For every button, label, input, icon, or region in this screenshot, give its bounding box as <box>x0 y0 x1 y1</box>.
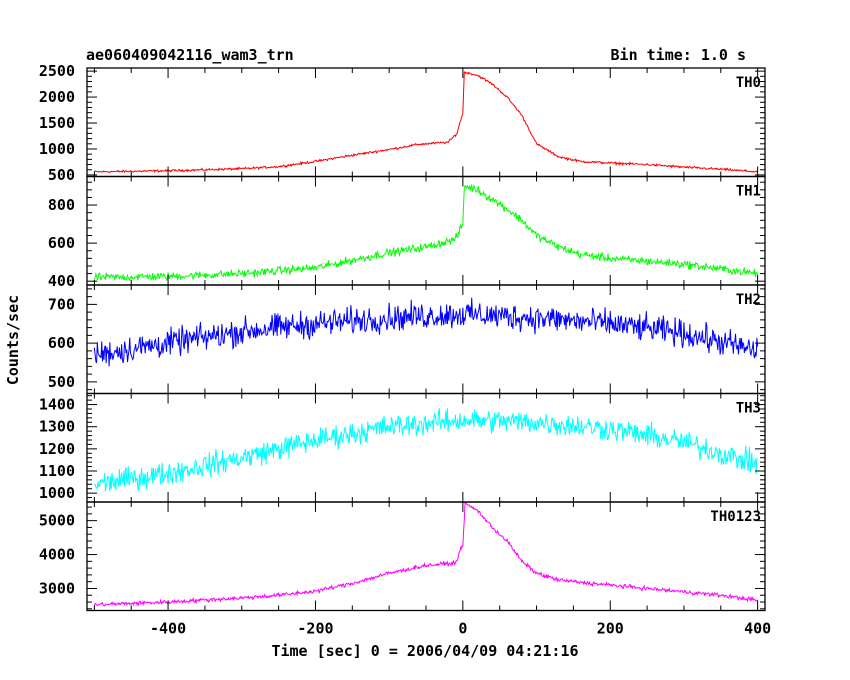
y-axis-label: Counts/sec <box>4 295 22 385</box>
y-tick-label: 2500 <box>39 62 75 80</box>
y-tick-label: 3000 <box>39 579 75 597</box>
y-tick-label: 1200 <box>39 440 75 458</box>
panel-frame <box>86 175 766 286</box>
panel-label: TH0 <box>736 75 761 91</box>
y-tick-label: 1500 <box>39 114 75 132</box>
x-tick-label: -200 <box>297 620 333 638</box>
chart-title: ae060409042116_wam3_trn <box>86 46 294 64</box>
panel-frame <box>86 67 766 178</box>
series-th2-line <box>93 297 759 367</box>
bin-time-label: Bin time: 1.0 s <box>611 46 746 64</box>
y-tick-label: 600 <box>48 234 75 252</box>
y-tick-label: 1400 <box>39 396 75 414</box>
x-tick-label: 0 <box>458 620 467 638</box>
y-tick-label: 1000 <box>39 484 75 502</box>
series-th0-line <box>93 71 759 174</box>
panel-frame <box>86 501 766 612</box>
panel-th0: TH0 500 1000 1500 2000 2500 <box>39 62 766 184</box>
panels-group: TH05001000150020002500TH1400600800TH2500… <box>39 62 771 637</box>
series-th1-line <box>93 183 759 282</box>
y-tick-label: 2000 <box>39 88 75 106</box>
y-tick-label: 1100 <box>39 462 75 480</box>
panel-label: TH2 <box>736 292 761 308</box>
x-tick-label: 400 <box>744 620 771 638</box>
series-th0123-line <box>93 502 758 607</box>
panel-th2: TH2 500 600 700 <box>48 284 766 395</box>
y-tick-label: 700 <box>48 295 75 313</box>
y-tick-label: 1000 <box>39 140 75 158</box>
x-tick-label: -400 <box>150 620 186 638</box>
panel-th3: TH3 1000 1100 1200 1300 1400 <box>39 392 766 503</box>
y-tick-label: 800 <box>48 196 75 214</box>
y-tick-label: 600 <box>48 334 75 352</box>
series-th3-line <box>94 408 758 492</box>
y-tick-label: 4000 <box>39 546 75 564</box>
y-tick-label: 500 <box>48 373 75 391</box>
y-tick-label: 400 <box>48 272 75 290</box>
x-tick-label: 200 <box>597 620 624 638</box>
x-axis-label: Time [sec] 0 = 2006/04/09 04:21:16 <box>271 642 578 660</box>
y-tick-label: 1300 <box>39 418 75 436</box>
panel-label: TH1 <box>736 184 761 200</box>
panel-th0123: TH0123 3000 4000 5000 <box>39 501 766 612</box>
panel-th1: TH1 400 600 800 <box>48 175 766 290</box>
y-tick-label: 5000 <box>39 512 75 530</box>
panel-frame <box>86 392 766 503</box>
y-tick-label: 500 <box>48 166 75 184</box>
panel-label: TH0123 <box>710 509 761 525</box>
panel-label: TH3 <box>736 401 761 417</box>
